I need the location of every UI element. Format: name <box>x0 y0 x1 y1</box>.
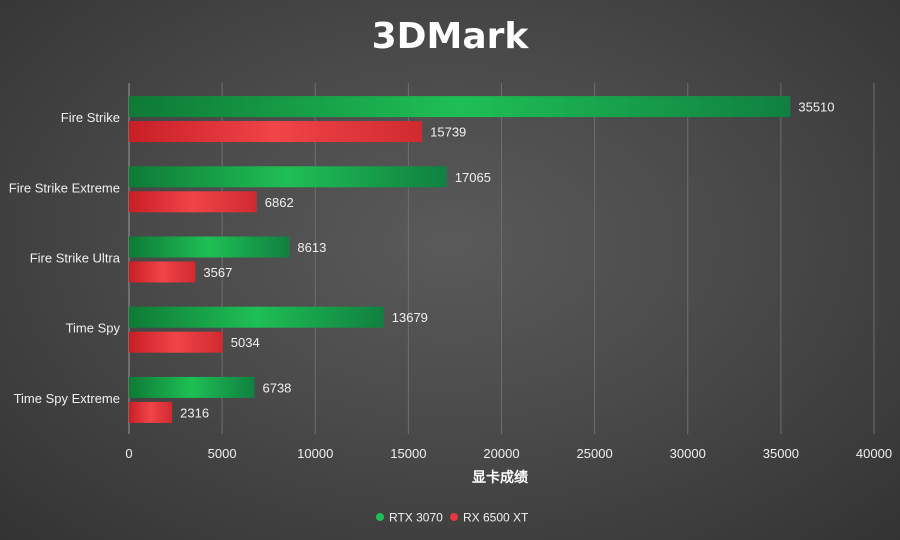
x-tick-label: 5000 <box>208 446 237 461</box>
legend: RTX 3070 RX 6500 XT <box>376 511 529 525</box>
category-label: Time Spy Extreme <box>14 391 120 406</box>
data-label: 6862 <box>265 195 294 210</box>
data-label: 5034 <box>231 335 260 350</box>
x-tick-label: 10000 <box>297 446 333 461</box>
data-label: 3567 <box>203 265 232 280</box>
bar-rtx-3070 <box>129 236 290 258</box>
bar-rx-6500-xt <box>129 121 423 143</box>
data-label: 17065 <box>455 170 491 185</box>
bar-rx-6500-xt <box>129 331 223 353</box>
category-label: Fire Strike <box>61 110 120 125</box>
x-tick-label: 40000 <box>856 446 892 461</box>
x-tick-label: 15000 <box>390 446 426 461</box>
x-axis-title: 显卡成绩 <box>472 469 528 486</box>
bars: 35510 15739 17065 6862 8613 3567 13679 5034 6738… <box>129 96 835 423</box>
data-label: 6738 <box>262 380 291 395</box>
chart-title: 3DMark <box>372 16 530 57</box>
legend-label: RX 6500 XT <box>463 511 529 525</box>
legend-marker <box>450 513 458 521</box>
category-labels: Fire Strike Fire Strike Extreme Fire Strik… <box>9 110 121 406</box>
bar-rtx-3070 <box>129 166 447 188</box>
bar-rx-6500-xt <box>129 191 257 213</box>
bar-rx-6500-xt <box>129 261 196 283</box>
bar-rx-6500-xt <box>129 401 173 423</box>
category-label: Time Spy <box>66 321 121 336</box>
bar-rtx-3070 <box>129 96 791 118</box>
category-label: Fire Strike Extreme <box>9 180 120 195</box>
data-label: 35510 <box>798 100 834 115</box>
x-tick-label: 30000 <box>670 446 706 461</box>
bar-rtx-3070 <box>129 376 255 398</box>
data-label: 2316 <box>180 405 209 420</box>
data-label: 15739 <box>430 125 466 140</box>
data-label: 8613 <box>297 240 326 255</box>
x-tick-label: 0 <box>125 446 132 461</box>
legend-marker <box>376 513 384 521</box>
x-tick-label: 25000 <box>577 446 613 461</box>
bar-rtx-3070 <box>129 306 384 328</box>
x-tick-labels: 0 5000 10000 15000 20000 25000 30000 35000 40000 <box>125 446 892 461</box>
legend-label: RTX 3070 <box>389 511 443 525</box>
x-tick-label: 35000 <box>763 446 799 461</box>
category-label: Fire Strike Ultra <box>30 251 121 266</box>
x-tick-label: 20000 <box>483 446 519 461</box>
data-label: 13679 <box>392 310 428 325</box>
